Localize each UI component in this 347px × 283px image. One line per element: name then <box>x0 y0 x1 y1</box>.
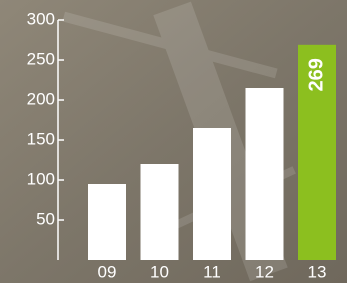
y-tick-label: 200 <box>27 89 55 108</box>
y-tick-label: 300 <box>27 9 55 28</box>
bar <box>193 128 231 260</box>
y-tick-label: 250 <box>27 49 55 68</box>
bar <box>88 184 126 260</box>
y-tick-label: 100 <box>27 169 55 188</box>
chart: 50 100 150 200 250 300 09 10 11 12 13 269 <box>0 0 347 283</box>
y-tick-label: 150 <box>27 129 55 148</box>
x-tick-label: 10 <box>150 262 169 281</box>
y-tick-label: 50 <box>36 209 55 228</box>
x-tick-label: 12 <box>255 262 274 281</box>
x-tick-label: 11 <box>203 262 221 281</box>
value-label: 269 <box>305 58 327 91</box>
x-tick-label: 09 <box>98 262 117 281</box>
x-tick-label: 13 <box>308 262 327 281</box>
bar <box>246 88 284 260</box>
bar <box>141 164 179 260</box>
